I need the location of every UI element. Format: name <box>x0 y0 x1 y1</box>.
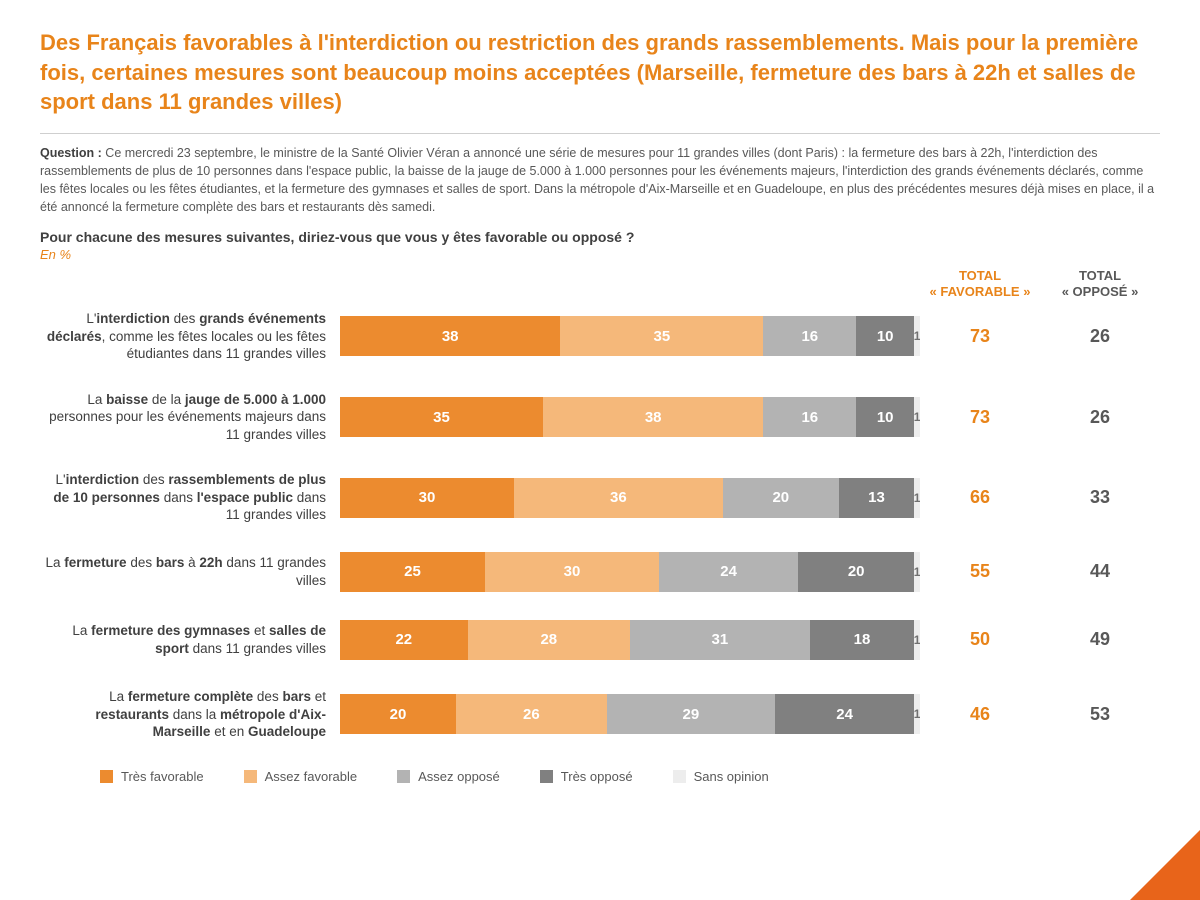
row-label: La fermeture complète des bars et restau… <box>40 688 340 741</box>
question-block: Question : Ce mercredi 23 septembre, le … <box>40 144 1160 217</box>
legend-item-tres-oppose: Très opposé <box>540 769 633 784</box>
total-favorable: 55 <box>920 561 1040 582</box>
bar-segment-assez-favorable: 30 <box>485 552 659 592</box>
header-oppose: TOTAL« OPPOSÉ » <box>1040 268 1160 301</box>
chart-row: La fermeture complète des bars et restau… <box>40 688 1160 741</box>
bar-segment-tres-favorable: 38 <box>340 316 560 356</box>
column-headers: TOTAL« FAVORABLE » TOTAL« OPPOSÉ » <box>40 268 1160 301</box>
bar-segment-assez-oppose: 20 <box>723 478 839 518</box>
divider <box>40 133 1160 134</box>
page-title: Des Français favorables à l'interdiction… <box>40 28 1160 117</box>
bar-segment-tres-oppose: 10 <box>856 397 914 437</box>
legend-item-sans-opinion: Sans opinion <box>673 769 769 784</box>
bar-segment-tres-favorable: 30 <box>340 478 514 518</box>
swatch-icon <box>100 770 113 783</box>
chart: TOTAL« FAVORABLE » TOTAL« OPPOSÉ » L'int… <box>40 268 1160 741</box>
chart-row: L'interdiction des grands événements déc… <box>40 310 1160 363</box>
legend-item-assez-oppose: Assez opposé <box>397 769 500 784</box>
swatch-icon <box>673 770 686 783</box>
total-oppose: 49 <box>1040 629 1160 650</box>
stacked-bar: 303620131 <box>340 478 920 518</box>
legend-label: Sans opinion <box>694 769 769 784</box>
legend: Très favorable Assez favorable Assez opp… <box>40 769 1160 784</box>
total-oppose: 26 <box>1040 407 1160 428</box>
bar-segment-tres-favorable: 25 <box>340 552 485 592</box>
header-favorable: TOTAL« FAVORABLE » <box>920 268 1040 301</box>
bar-segment-tres-oppose: 13 <box>839 478 914 518</box>
swatch-icon <box>244 770 257 783</box>
question-text: Ce mercredi 23 septembre, le ministre de… <box>40 146 1154 214</box>
bar-segment-tres-favorable: 35 <box>340 397 543 437</box>
bar-segment-tres-favorable: 20 <box>340 694 456 734</box>
total-oppose: 44 <box>1040 561 1160 582</box>
chart-row: La fermeture des bars à 22h dans 11 gran… <box>40 552 1160 592</box>
total-oppose: 53 <box>1040 704 1160 725</box>
bar-segment-assez-oppose: 24 <box>659 552 798 592</box>
bar-segment-assez-oppose: 29 <box>607 694 775 734</box>
stacked-bar: 383516101 <box>340 316 920 356</box>
total-oppose: 33 <box>1040 487 1160 508</box>
legend-label: Très favorable <box>121 769 204 784</box>
total-oppose: 26 <box>1040 326 1160 347</box>
chart-row: La baisse de la jauge de 5.000 à 1.000 p… <box>40 391 1160 444</box>
total-favorable: 66 <box>920 487 1040 508</box>
chart-row: La fermeture des gymnases et salles de s… <box>40 620 1160 660</box>
bar-segment-assez-oppose: 31 <box>630 620 810 660</box>
question-label: Question : <box>40 146 102 160</box>
bar-segment-tres-oppose: 10 <box>856 316 914 356</box>
stacked-bar: 222831181 <box>340 620 920 660</box>
chart-rows: L'interdiction des grands événements déc… <box>40 310 1160 741</box>
total-favorable: 50 <box>920 629 1040 650</box>
row-label: La baisse de la jauge de 5.000 à 1.000 p… <box>40 391 340 444</box>
bar-segment-tres-favorable: 22 <box>340 620 468 660</box>
bar-segment-tres-oppose: 18 <box>810 620 914 660</box>
bar-segment-assez-favorable: 28 <box>468 620 630 660</box>
bar-segment-assez-oppose: 16 <box>763 316 856 356</box>
chart-row: L'interdiction des rassemblements de plu… <box>40 471 1160 524</box>
bar-segment-assez-favorable: 38 <box>543 397 763 437</box>
total-favorable: 46 <box>920 704 1040 725</box>
swatch-icon <box>397 770 410 783</box>
row-label: L'interdiction des grands événements déc… <box>40 310 340 363</box>
bar-segment-assez-favorable: 35 <box>560 316 763 356</box>
subquestion: Pour chacune des mesures suivantes, diri… <box>40 229 1160 245</box>
legend-item-tres-favorable: Très favorable <box>100 769 204 784</box>
legend-label: Assez favorable <box>265 769 358 784</box>
legend-item-assez-favorable: Assez favorable <box>244 769 358 784</box>
stacked-bar: 202629241 <box>340 694 920 734</box>
bar-segment-assez-favorable: 26 <box>456 694 607 734</box>
row-label: La fermeture des gymnases et salles de s… <box>40 622 340 657</box>
total-favorable: 73 <box>920 326 1040 347</box>
legend-label: Assez opposé <box>418 769 500 784</box>
stacked-bar: 353816101 <box>340 397 920 437</box>
legend-label: Très opposé <box>561 769 633 784</box>
swatch-icon <box>540 770 553 783</box>
total-favorable: 73 <box>920 407 1040 428</box>
row-label: La fermeture des bars à 22h dans 11 gran… <box>40 554 340 589</box>
stacked-bar: 253024201 <box>340 552 920 592</box>
bar-segment-assez-oppose: 16 <box>763 397 856 437</box>
unit-label: En % <box>40 247 1160 262</box>
bar-segment-tres-oppose: 20 <box>798 552 914 592</box>
corner-decoration <box>1130 830 1200 900</box>
bar-segment-tres-oppose: 24 <box>775 694 914 734</box>
bar-segment-assez-favorable: 36 <box>514 478 723 518</box>
row-label: L'interdiction des rassemblements de plu… <box>40 471 340 524</box>
